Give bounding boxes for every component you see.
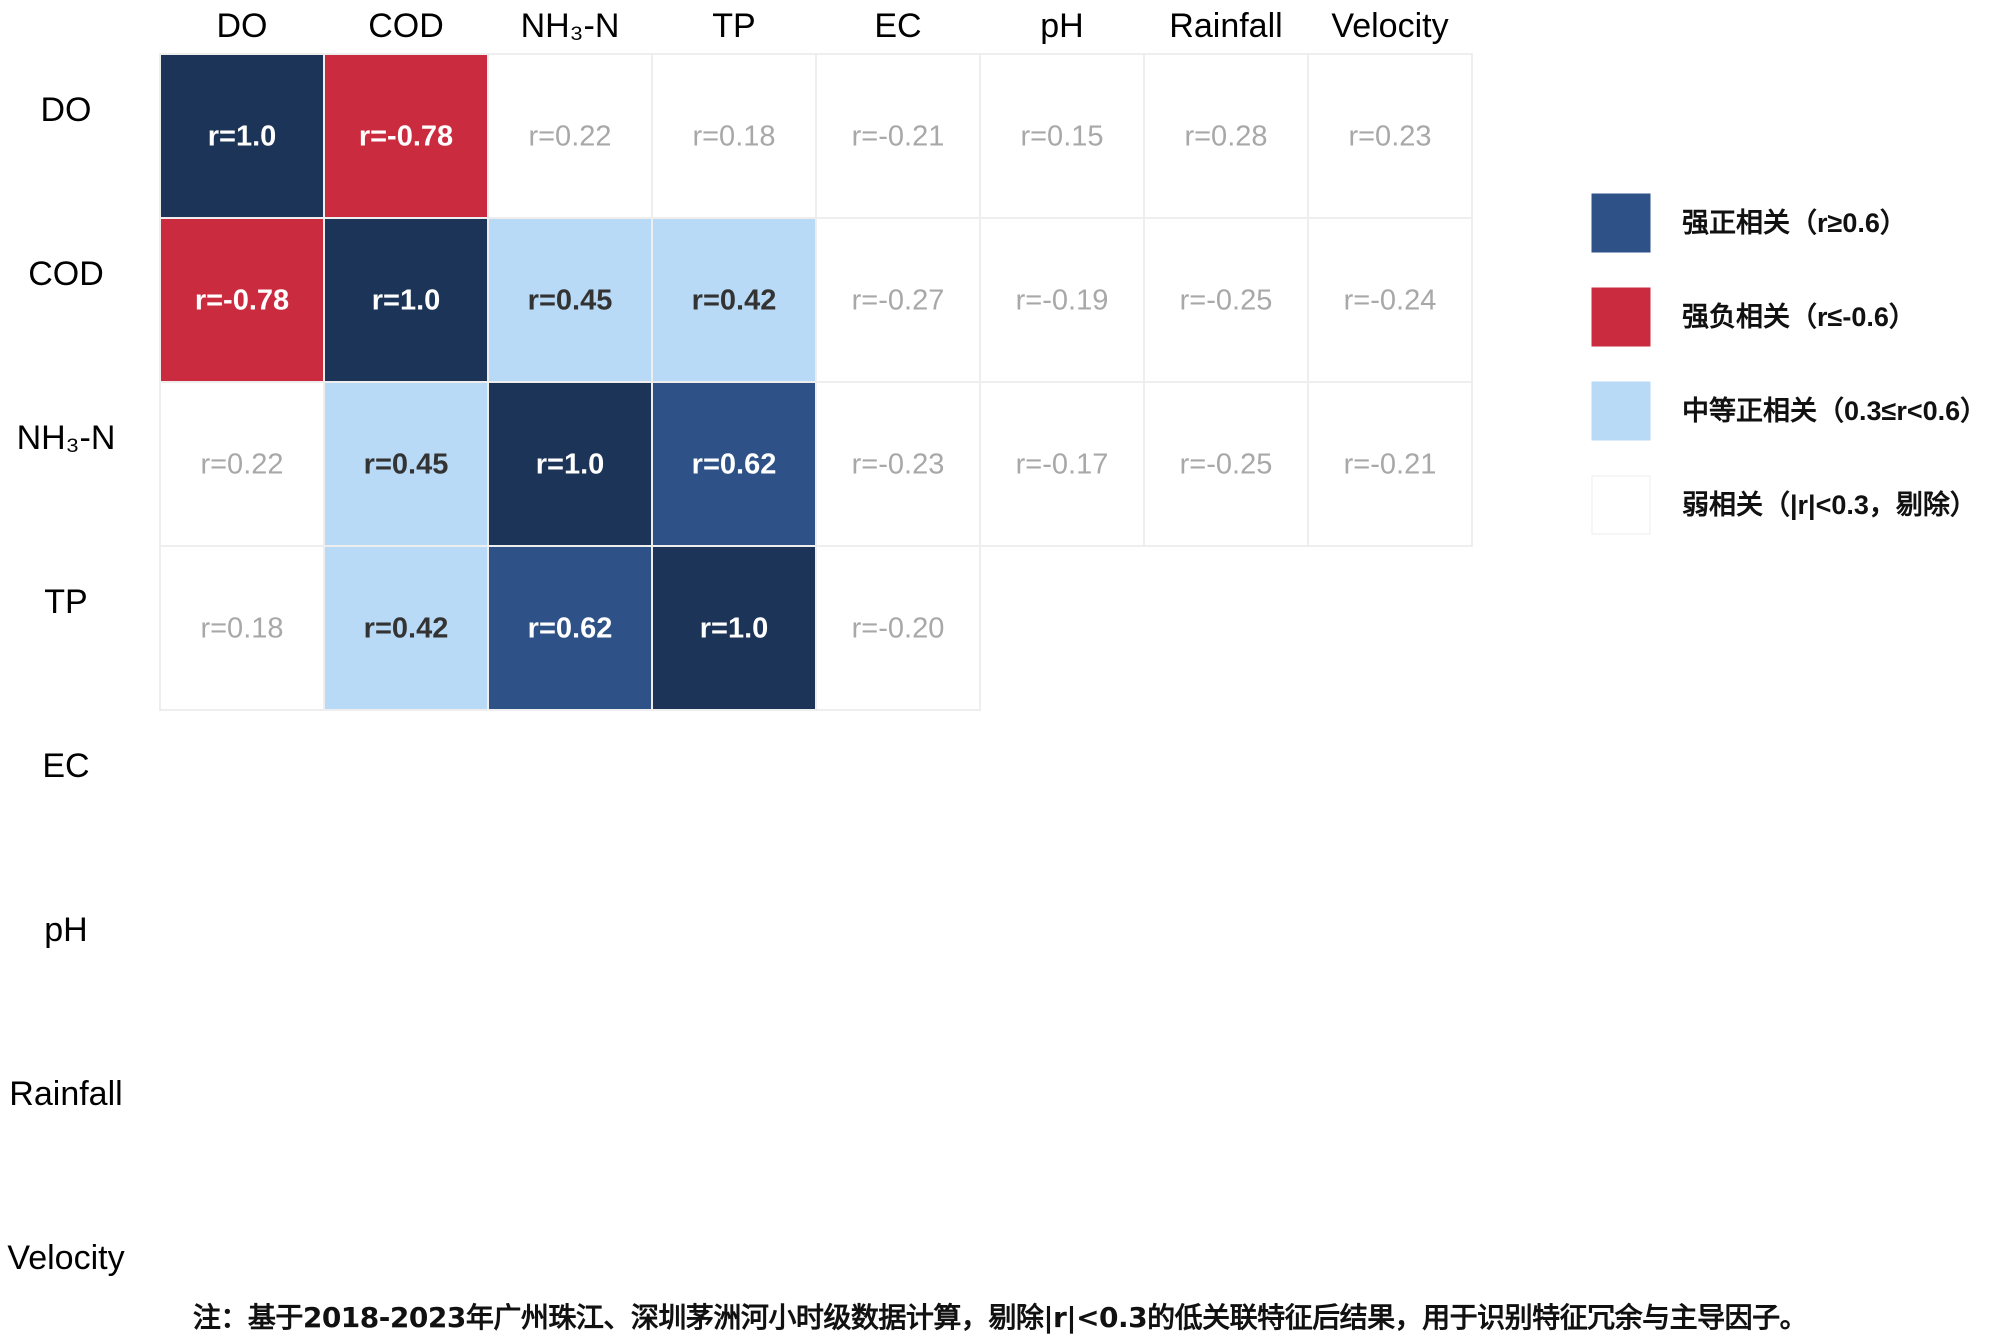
row-label-do: DO [41,91,92,129]
heatmap-cell-nh-n-tp [651,381,817,547]
cell-label-cod-velocity: r=-0.24 [1344,285,1437,317]
heatmap-cell-cod-ph [979,217,1145,383]
cell-label-do-ph: r=0.15 [1020,121,1103,153]
column-label-nh-n: NH₃-N [521,7,620,45]
legend-label-weak: 弱相关（|r|<0.3，剔除） [1682,489,1977,520]
heatmap-cell-nh-n-nh-n [487,381,653,547]
legend-swatch-strong-pos [1591,193,1651,253]
legend-swatch-moderate-pos [1591,381,1651,441]
legend-swatch-strong-neg [1591,287,1651,347]
heatmap-cell-do-do [159,53,325,219]
cell-label-tp-do: r=0.18 [200,613,283,645]
column-label-cod: COD [368,7,444,45]
heatmap-cell-tp-nh-n [487,545,653,711]
heatmap-cell-do-velocity [1307,53,1473,219]
heatmap-cell-cod-ec [815,217,981,383]
column-label-velocity: Velocity [1331,7,1448,45]
heatmap-cell-nh-n-ph [979,381,1145,547]
column-label-tp: TP [712,7,755,45]
cell-label-nh-n-ph: r=-0.17 [1016,449,1109,481]
row-label-nh-n: NH₃-N [17,419,116,457]
heatmap-cell-nh-n-ec [815,381,981,547]
cell-label-do-velocity: r=0.23 [1348,121,1431,153]
heatmap-cell-do-tp [651,53,817,219]
cell-label-cod-ph: r=-0.19 [1016,285,1109,317]
cell-label-cod-nh-n: r=0.45 [528,285,613,317]
row-label-ph: pH [44,911,87,949]
cell-label-nh-n-rainfall: r=-0.25 [1180,449,1273,481]
cell-label-nh-n-ec: r=-0.23 [852,449,945,481]
column-label-do: DO [217,7,268,45]
cell-label-cod-cod: r=1.0 [372,285,441,317]
heatmap-cell-tp-ec [815,545,981,711]
row-label-rainfall: Rainfall [9,1075,122,1113]
heatmap-cell-cod-velocity [1307,217,1473,383]
heatmap-cell-do-ec [815,53,981,219]
cell-label-cod-ec: r=-0.27 [852,285,945,317]
cell-label-do-do: r=1.0 [208,121,277,153]
column-label-ph: pH [1040,7,1083,45]
cell-label-nh-n-cod: r=0.45 [364,449,449,481]
column-label-rainfall: Rainfall [1169,7,1282,45]
row-labels: DO COD NH₃-N TP EC pH Rainfall Velocity [7,91,124,1277]
row-label-cod: COD [28,255,104,293]
cell-label-nh-n-nh-n: r=1.0 [536,449,605,481]
heatmap-cell-nh-n-cod [323,381,489,547]
heatmap-cell-do-nh-n [487,53,653,219]
cell-label-do-tp: r=0.18 [692,121,775,153]
cell-label-tp-ec: r=-0.20 [852,613,945,645]
legend-label-strong-neg: 强负相关（r≤-0.6） [1682,302,1916,332]
heatmap-cell-nh-n-rainfall [1143,381,1309,547]
heatmap-cells: r=1.0 r=-0.78 r=0.22 r=0.18 r=-0.21 r=0.15 r=0… [159,53,1473,711]
column-labels: DO COD NH₃-N TP EC pH Rainfall Velocity [217,7,1449,45]
legend-label-strong-pos: 强正相关（r≥0.6） [1682,208,1907,238]
cell-label-tp-nh-n: r=0.62 [528,613,613,645]
cell-label-do-nh-n: r=0.22 [528,121,611,153]
row-label-ec: EC [42,747,89,785]
heatmap-cell-cod-cod [323,217,489,383]
cell-label-cod-rainfall: r=-0.25 [1180,285,1273,317]
cell-label-do-rainfall: r=0.28 [1184,121,1267,153]
heatmap-cell-tp-do [159,545,325,711]
heatmap-cell-cod-tp [651,217,817,383]
cell-label-cod-do: r=-0.78 [195,285,289,317]
cell-label-tp-tp: r=1.0 [700,613,769,645]
legend-swatch-weak [1591,475,1651,535]
footnote: 注：基于2018-2023年广州珠江、深圳茅洲河小时级数据计算，剔除|r|<0.… [192,1301,1808,1334]
row-label-velocity: Velocity [7,1239,124,1277]
heatmap-cell-nh-n-velocity [1307,381,1473,547]
cell-label-nh-n-do: r=0.22 [200,449,283,481]
heatmap-cell-do-ph [979,53,1145,219]
heatmap-cell-do-cod [323,53,489,219]
cell-label-tp-cod: r=0.42 [364,613,449,645]
cell-label-nh-n-velocity: r=-0.21 [1344,449,1437,481]
cell-label-do-cod: r=-0.78 [359,121,453,153]
cell-label-nh-n-tp: r=0.62 [692,449,777,481]
row-label-tp: TP [44,583,87,621]
heatmap-cell-tp-tp [651,545,817,711]
heatmap-cell-nh-n-do [159,381,325,547]
cell-label-do-ec: r=-0.21 [852,121,945,153]
legend: 强正相关（r≥0.6） 强负相关（r≤-0.6） 中等正相关（0.3≤r<0.6） 弱… [1591,193,1987,535]
column-label-ec: EC [874,7,921,45]
legend-label-moderate-pos: 中等正相关（0.3≤r<0.6） [1682,395,1987,426]
cell-label-cod-tp: r=0.42 [692,285,777,317]
